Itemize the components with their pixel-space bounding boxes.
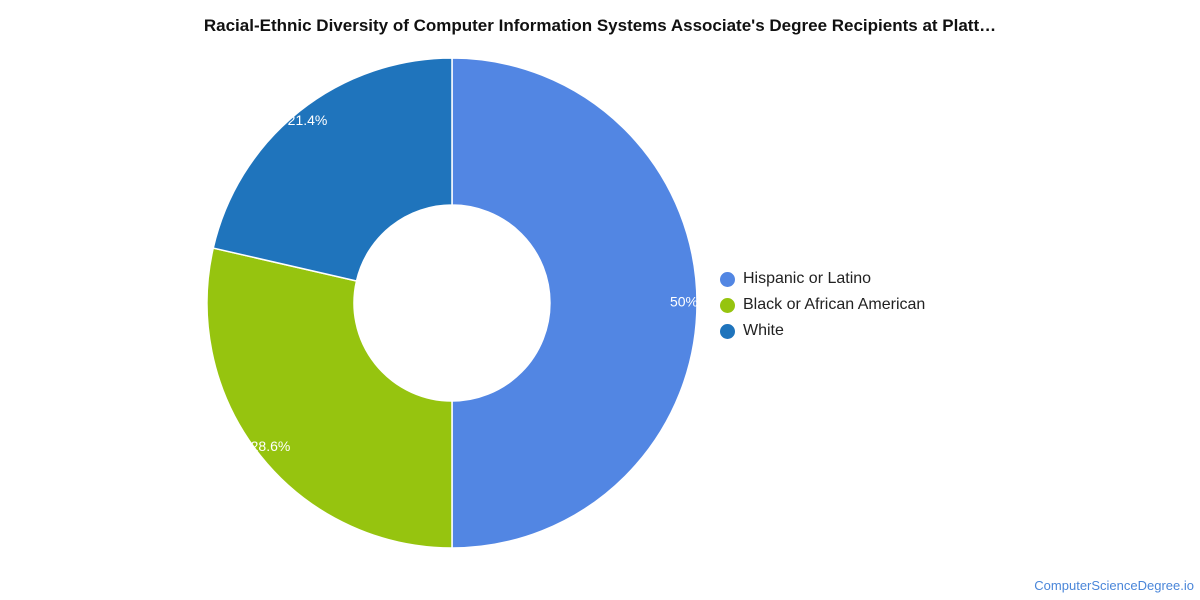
slice-label-white: 21.4% — [288, 112, 328, 128]
legend-swatch — [720, 323, 735, 339]
legend-label: White — [743, 322, 784, 339]
legend-item-white[interactable]: White — [720, 318, 925, 344]
slice-label-black-or-african-american: 28.6% — [251, 438, 291, 454]
legend-label: Black or African American — [743, 296, 926, 313]
donut-slices — [206, 57, 698, 549]
legend-item-black-or-african-american[interactable]: Black or African American — [720, 292, 925, 318]
slice-label-hispanic-or-latino: 50% — [670, 294, 698, 310]
chart-legend: Hispanic or Latino Black or African Ameri… — [720, 266, 925, 344]
slice-white[interactable] — [212, 57, 453, 282]
source-link[interactable]: ComputerScienceDegree.io — [1034, 578, 1194, 593]
chart-title: Racial-Ethnic Diversity of Computer Info… — [203, 16, 997, 35]
slice-black-or-african-american[interactable] — [206, 247, 453, 549]
legend-item-hispanic-or-latino[interactable]: Hispanic or Latino — [720, 266, 925, 292]
slice-labels: 50% 28.6% 21.4% — [251, 112, 698, 454]
legend-label: Hispanic or Latino — [743, 270, 872, 287]
slice-hispanic-or-latino[interactable] — [451, 57, 698, 549]
legend-swatch — [720, 271, 735, 287]
legend-swatch — [720, 297, 735, 313]
